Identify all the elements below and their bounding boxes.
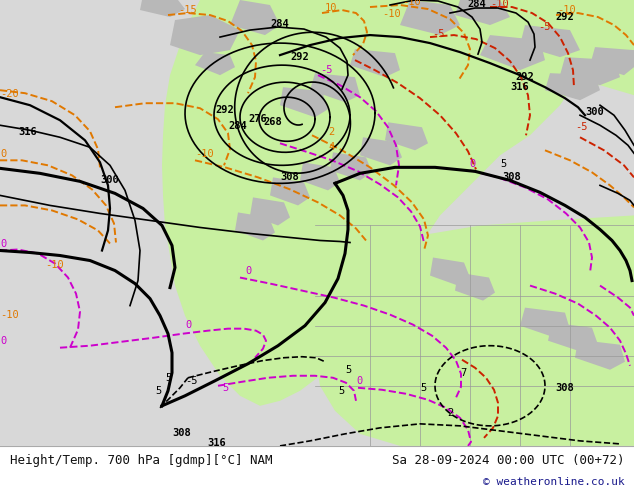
Text: 284: 284 <box>467 0 486 9</box>
Text: 2: 2 <box>328 127 334 137</box>
Polygon shape <box>455 0 510 25</box>
Text: 284: 284 <box>228 121 247 131</box>
Text: 308: 308 <box>555 383 574 393</box>
Polygon shape <box>330 152 372 180</box>
Text: -10: -10 <box>557 5 576 15</box>
Text: 2: 2 <box>447 408 453 418</box>
Polygon shape <box>545 73 600 100</box>
Polygon shape <box>270 177 310 205</box>
Polygon shape <box>170 15 240 55</box>
Polygon shape <box>140 0 185 17</box>
Text: -20: -20 <box>0 89 19 99</box>
Text: © weatheronline.co.uk: © weatheronline.co.uk <box>482 477 624 487</box>
Polygon shape <box>548 322 598 353</box>
Text: 284: 284 <box>270 19 288 29</box>
Polygon shape <box>590 47 634 75</box>
Text: -5: -5 <box>575 122 588 132</box>
Polygon shape <box>385 122 428 150</box>
Polygon shape <box>520 25 580 57</box>
Text: Height/Temp. 700 hPa [gdmp][°C] NAM: Height/Temp. 700 hPa [gdmp][°C] NAM <box>10 454 272 466</box>
Text: -10: -10 <box>490 0 508 9</box>
Text: 308: 308 <box>172 428 191 438</box>
Text: 7: 7 <box>460 368 466 378</box>
Text: 5: 5 <box>165 373 171 383</box>
Text: -10: -10 <box>195 149 214 159</box>
Text: -15: -15 <box>178 5 197 15</box>
Polygon shape <box>360 137 402 165</box>
Text: -5: -5 <box>320 65 332 75</box>
Polygon shape <box>310 73 360 102</box>
Polygon shape <box>455 272 495 300</box>
Polygon shape <box>162 0 634 406</box>
Text: -10: -10 <box>0 310 19 319</box>
Polygon shape <box>575 340 625 370</box>
Text: 292: 292 <box>555 12 574 22</box>
Text: 0: 0 <box>245 266 251 275</box>
Polygon shape <box>195 216 634 446</box>
Polygon shape <box>195 52 235 75</box>
Text: 292: 292 <box>215 105 234 115</box>
Polygon shape <box>280 87 328 117</box>
Polygon shape <box>235 213 275 241</box>
Polygon shape <box>350 49 400 77</box>
Polygon shape <box>520 308 570 338</box>
Text: 5: 5 <box>338 386 344 396</box>
Text: -5: -5 <box>432 29 444 39</box>
Text: 308: 308 <box>502 172 521 182</box>
Text: 0: 0 <box>185 319 191 330</box>
Text: 0: 0 <box>0 336 6 345</box>
Text: 5: 5 <box>345 365 351 375</box>
Text: 268: 268 <box>263 117 281 127</box>
Text: 308: 308 <box>280 172 299 182</box>
Polygon shape <box>230 0 280 35</box>
Text: -5: -5 <box>185 376 198 386</box>
Text: -5: -5 <box>538 22 550 32</box>
Text: 5: 5 <box>222 383 228 393</box>
Text: 316: 316 <box>207 438 226 448</box>
Text: 300: 300 <box>100 175 119 185</box>
Text: -10: -10 <box>45 260 64 270</box>
Polygon shape <box>400 0 460 35</box>
Text: 0: 0 <box>0 149 6 159</box>
Polygon shape <box>335 0 634 210</box>
Text: 10: 10 <box>325 3 337 13</box>
Polygon shape <box>430 258 470 286</box>
Polygon shape <box>300 162 340 191</box>
Text: -10: -10 <box>382 9 401 19</box>
Text: Sa 28-09-2024 00:00 UTC (00+72): Sa 28-09-2024 00:00 UTC (00+72) <box>392 454 624 466</box>
Text: 316: 316 <box>510 82 529 92</box>
Text: 0: 0 <box>0 240 6 249</box>
Text: 300: 300 <box>585 107 604 117</box>
Text: 5: 5 <box>500 159 507 170</box>
Text: 5: 5 <box>420 383 426 393</box>
Text: 276: 276 <box>248 114 267 124</box>
Text: -10: -10 <box>402 0 421 7</box>
Text: 292: 292 <box>290 52 309 62</box>
Text: 292: 292 <box>515 72 534 82</box>
Text: 4: 4 <box>328 142 334 152</box>
Polygon shape <box>560 57 620 85</box>
Text: 5: 5 <box>155 386 161 396</box>
Polygon shape <box>480 35 545 70</box>
Text: 0: 0 <box>469 159 476 170</box>
Text: 316: 316 <box>18 127 37 137</box>
Polygon shape <box>250 197 290 225</box>
Text: 0: 0 <box>356 376 362 386</box>
